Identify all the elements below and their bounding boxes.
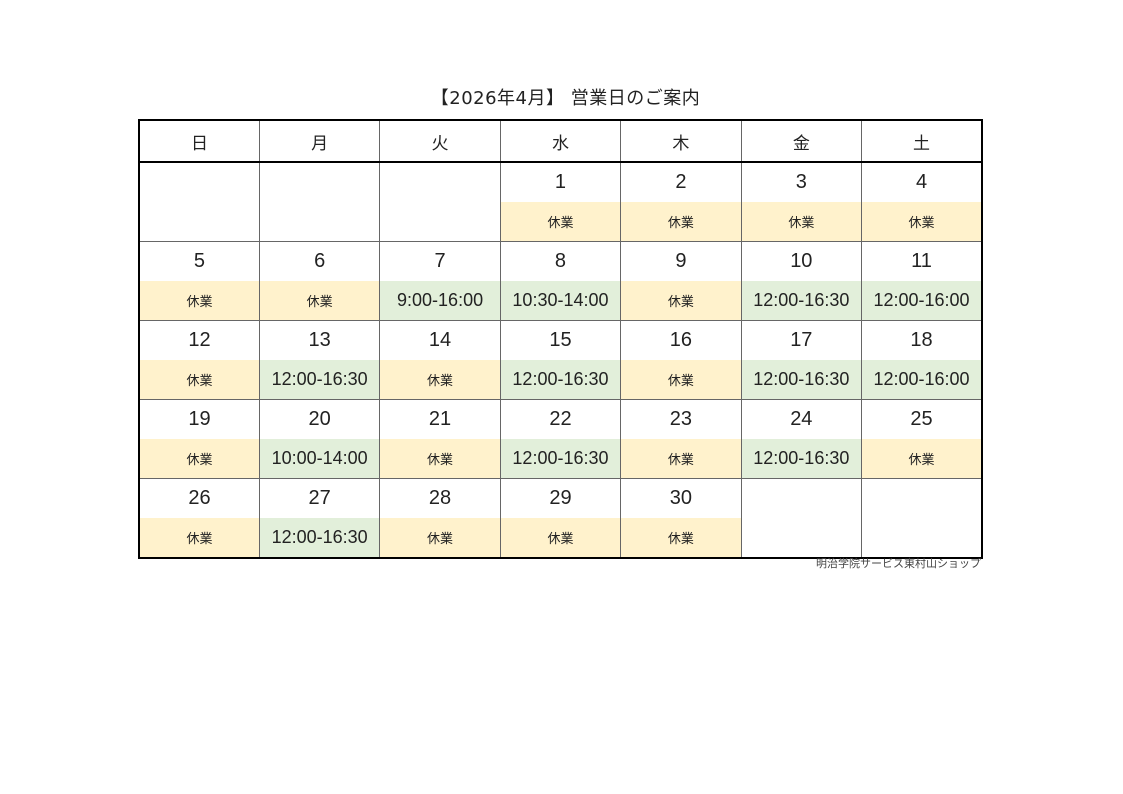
day-number: 4 bbox=[861, 161, 983, 202]
week-status-row: 休業 10:00-14:00 休業 12:00-16:30 休業 12:00-16:30 休… bbox=[138, 439, 983, 479]
closed-status: 休業 bbox=[620, 202, 742, 242]
closed-status: 休業 bbox=[379, 360, 501, 400]
day-number: 29 bbox=[499, 478, 622, 518]
week-status-row: 休業 12:00-16:30 休業 休業 休業 bbox=[138, 518, 982, 558]
business-hours: 9:00-16:00 bbox=[379, 281, 501, 321]
closed-status: 休業 bbox=[499, 518, 622, 558]
closed-status: 休業 bbox=[138, 360, 260, 400]
business-hours: 12:00-16:00 bbox=[861, 281, 983, 321]
day-number: 5 bbox=[138, 241, 260, 281]
closed-status: 休業 bbox=[138, 281, 260, 321]
day-number: 12 bbox=[138, 320, 260, 360]
day-number: 22 bbox=[499, 399, 622, 439]
week-day-row: 12 13 14 15 16 17 18 bbox=[138, 320, 983, 360]
closed-status: 休業 bbox=[861, 439, 983, 479]
empty-cell bbox=[379, 161, 501, 242]
business-hours: 12:00-16:30 bbox=[258, 518, 381, 558]
closed-status: 休業 bbox=[620, 281, 742, 321]
shop-name: 明治学院サービス東村山ショップ bbox=[816, 557, 981, 570]
week-day-row: 19 20 21 22 23 24 25 bbox=[138, 399, 983, 439]
closed-status: 休業 bbox=[138, 518, 260, 558]
weekday-header-row: 日月火水木金土 bbox=[138, 119, 983, 163]
calendar-table: 日月火水木金土 1 2 3 4 休業 休業 休業 休業 5 6 7 8 9 10 11 休業 休業 9:00-16… bbox=[138, 119, 983, 559]
closed-status: 休業 bbox=[258, 281, 381, 321]
day-number: 26 bbox=[138, 478, 260, 518]
day-number: 27 bbox=[258, 478, 381, 518]
day-number: 18 bbox=[861, 320, 983, 360]
day-number: 17 bbox=[740, 320, 863, 360]
weekday-header: 木 bbox=[620, 119, 742, 163]
day-number: 20 bbox=[258, 399, 381, 439]
business-hours: 12:00-16:30 bbox=[499, 439, 622, 479]
day-number: 24 bbox=[740, 399, 863, 439]
day-number: 25 bbox=[861, 399, 983, 439]
business-hours: 10:30-14:00 bbox=[499, 281, 622, 321]
day-number: 15 bbox=[499, 320, 622, 360]
day-number: 28 bbox=[379, 478, 501, 518]
closed-status: 休業 bbox=[861, 202, 983, 242]
business-hours: 12:00-16:30 bbox=[740, 360, 863, 400]
day-number: 19 bbox=[138, 399, 260, 439]
day-number: 21 bbox=[379, 399, 501, 439]
business-hours: 10:00-14:00 bbox=[258, 439, 381, 479]
week-status-row: 休業 休業 9:00-16:00 10:30-14:00 休業 12:00-16:30 12… bbox=[138, 281, 983, 321]
closed-status: 休業 bbox=[379, 518, 501, 558]
day-number: 16 bbox=[620, 320, 742, 360]
business-hours: 12:00-16:30 bbox=[499, 360, 622, 400]
weekday-header: 月 bbox=[258, 119, 381, 163]
closed-status: 休業 bbox=[740, 202, 863, 242]
closed-status: 休業 bbox=[138, 439, 260, 479]
closed-status: 休業 bbox=[499, 202, 622, 242]
day-number: 2 bbox=[620, 161, 742, 202]
week-day-row: 26 27 28 29 30 bbox=[138, 478, 983, 558]
weekday-header: 日 bbox=[138, 119, 260, 163]
day-number: 6 bbox=[258, 241, 381, 281]
week-status-row: 休業 12:00-16:30 休業 12:00-16:30 休業 12:00-16:30 1… bbox=[138, 360, 983, 400]
day-number: 10 bbox=[740, 241, 863, 281]
closed-status: 休業 bbox=[620, 518, 742, 558]
closed-status: 休業 bbox=[379, 439, 501, 479]
weekday-header: 土 bbox=[861, 119, 983, 163]
business-hours: 12:00-16:30 bbox=[740, 281, 863, 321]
day-number: 30 bbox=[620, 478, 742, 518]
day-number: 23 bbox=[620, 399, 742, 439]
business-hours: 12:00-16:30 bbox=[740, 439, 863, 479]
day-number: 7 bbox=[379, 241, 501, 281]
day-number: 9 bbox=[620, 241, 742, 281]
page-title: 【2026年4月】 営業日のご案内 bbox=[430, 88, 701, 109]
weekday-header: 金 bbox=[740, 119, 863, 163]
weekday-header: 水 bbox=[499, 119, 622, 163]
closed-status: 休業 bbox=[620, 439, 742, 479]
weekday-header: 火 bbox=[379, 119, 501, 163]
empty-cell bbox=[740, 478, 863, 558]
week-day-row: 5 6 7 8 9 10 11 bbox=[138, 241, 983, 281]
business-hours: 12:00-16:00 bbox=[861, 360, 983, 400]
day-number: 11 bbox=[861, 241, 983, 281]
day-number: 13 bbox=[258, 320, 381, 360]
empty-cell bbox=[138, 161, 260, 242]
empty-cell bbox=[258, 161, 381, 242]
business-hours: 12:00-16:30 bbox=[258, 360, 381, 400]
week-status-row: 休業 休業 休業 休業 bbox=[139, 202, 983, 242]
day-number: 3 bbox=[740, 161, 863, 202]
empty-cell bbox=[861, 478, 983, 558]
day-number: 8 bbox=[499, 241, 622, 281]
day-number: 1 bbox=[499, 161, 622, 202]
closed-status: 休業 bbox=[620, 360, 742, 400]
day-number: 14 bbox=[379, 320, 501, 360]
